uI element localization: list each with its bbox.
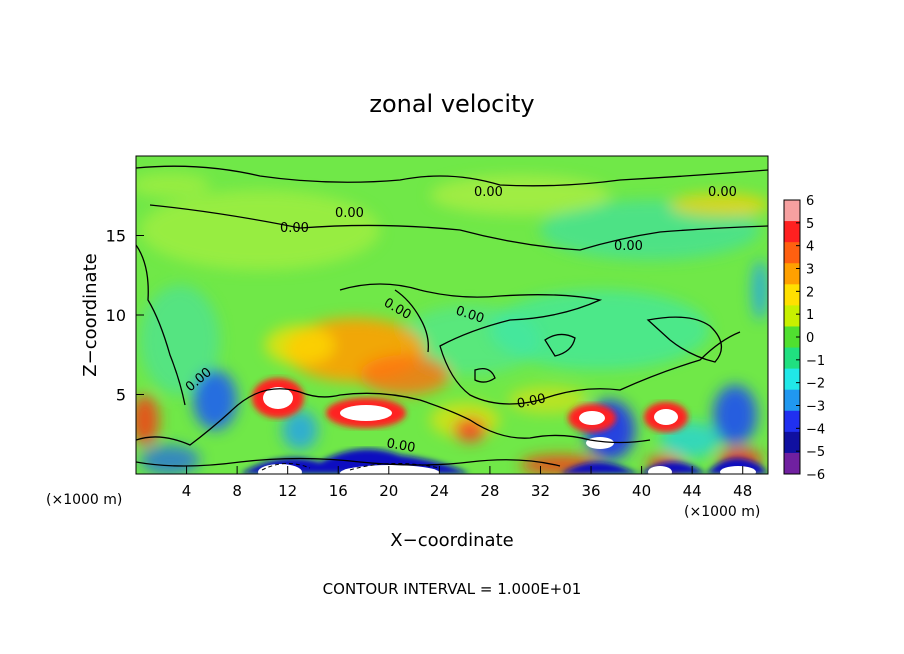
contour-label: 0.00 [474, 185, 503, 200]
colorbar-label: 5 [806, 217, 814, 232]
contour-label: 0.00 [614, 239, 643, 254]
x-unit-label: (×1000 m) [684, 504, 760, 520]
zero-contours [136, 165, 768, 467]
colorbar-label: −4 [806, 422, 825, 437]
y-tick-label: 10 [106, 306, 126, 325]
colorbar-swatch [784, 452, 800, 475]
y-unit-label: (×1000 m) [46, 492, 122, 508]
colorbar-swatch [784, 347, 800, 370]
colorbar-label: −6 [806, 468, 825, 483]
x-tick-label: 12 [278, 482, 297, 500]
extrema-rings [252, 378, 756, 474]
colorbar-label: −5 [806, 445, 825, 460]
negative-contours [261, 463, 441, 471]
x-tick-label: 4 [182, 482, 192, 500]
contour-label: 0.00 [708, 185, 737, 200]
colorbar-swatch [784, 305, 800, 327]
y-axis-label: Z−coordinate [80, 253, 101, 376]
colorbar-label: 2 [806, 285, 814, 300]
x-tick-label: 32 [531, 482, 550, 500]
contour-label: 0.00 [516, 391, 547, 412]
x-axis-label: X−coordinate [390, 530, 513, 551]
colorbar: 6 5 4 3 2 1 0 −1 −2 −3 −4 −5 −6 [783, 194, 825, 483]
contour-label: 0.00 [280, 221, 309, 236]
field-smooth-layer [136, 173, 768, 474]
contour-label: 0.00 [335, 206, 364, 221]
x-tick-label: 24 [430, 482, 449, 500]
x-tick-label: 20 [379, 482, 398, 500]
colorbar-swatch [784, 221, 800, 243]
colorbar-label: 4 [806, 240, 814, 255]
colorbar-label: −1 [806, 354, 825, 369]
contour-label: 0.00 [385, 436, 416, 456]
x-tick-label: 44 [683, 482, 702, 500]
colorbar-label: −3 [806, 400, 825, 415]
colorbar-label: 1 [806, 308, 814, 323]
x-axis: 4 8 12 16 20 24 28 32 36 40 44 48 [182, 466, 752, 500]
contour-interval-footer: CONTOUR INTERVAL = 1.000E+01 [323, 580, 582, 598]
colorbar-swatch [784, 389, 800, 412]
x-tick-label: 40 [632, 482, 651, 500]
x-tick-label: 48 [733, 482, 752, 500]
colorbar-swatch [784, 242, 800, 264]
x-tick-label: 8 [232, 482, 242, 500]
colorbar-swatch [784, 284, 800, 306]
colorbar-swatch [784, 263, 800, 285]
x-tick-label: 28 [480, 482, 499, 500]
y-tick-label: 5 [116, 386, 126, 405]
y-axis: 5 10 15 [106, 227, 144, 405]
chart-title: zonal velocity [369, 90, 534, 118]
colorbar-swatch [784, 200, 800, 222]
colorbar-swatch [784, 431, 800, 454]
colorbar-label: 3 [806, 263, 814, 278]
colorbar-swatch [784, 410, 800, 433]
y-tick-label: 15 [106, 227, 126, 246]
colorbar-swatch [784, 368, 800, 391]
x-tick-label: 36 [581, 482, 600, 500]
colorbar-swatch [784, 326, 800, 349]
colorbar-label: −2 [806, 377, 825, 392]
colorbar-label: 0 [806, 331, 814, 346]
x-tick-label: 16 [329, 482, 348, 500]
colorbar-label: 6 [806, 194, 814, 209]
plot-area [136, 156, 768, 474]
